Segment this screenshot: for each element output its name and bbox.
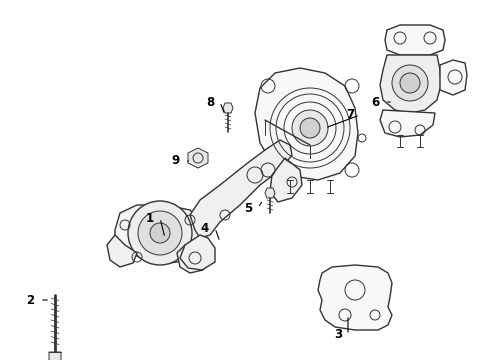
Text: 9: 9 bbox=[170, 153, 179, 166]
Text: 5: 5 bbox=[244, 202, 252, 215]
Polygon shape bbox=[254, 68, 357, 180]
Text: 1: 1 bbox=[145, 211, 154, 225]
Polygon shape bbox=[115, 205, 203, 263]
Polygon shape bbox=[379, 55, 440, 113]
Polygon shape bbox=[317, 265, 391, 330]
Circle shape bbox=[391, 65, 427, 101]
Circle shape bbox=[299, 118, 319, 138]
Polygon shape bbox=[180, 235, 215, 270]
Text: 7: 7 bbox=[345, 108, 353, 122]
Polygon shape bbox=[269, 158, 302, 202]
Circle shape bbox=[138, 211, 182, 255]
Polygon shape bbox=[107, 235, 137, 267]
Polygon shape bbox=[264, 188, 274, 198]
Circle shape bbox=[291, 110, 327, 146]
Text: 3: 3 bbox=[333, 328, 342, 342]
Polygon shape bbox=[177, 240, 209, 273]
Circle shape bbox=[399, 73, 419, 93]
Polygon shape bbox=[223, 103, 232, 113]
Circle shape bbox=[128, 201, 192, 265]
Polygon shape bbox=[190, 140, 291, 238]
Polygon shape bbox=[187, 148, 207, 168]
Text: 4: 4 bbox=[201, 221, 209, 234]
Polygon shape bbox=[379, 110, 434, 137]
Text: 2: 2 bbox=[26, 293, 34, 306]
Text: 6: 6 bbox=[370, 95, 378, 108]
Polygon shape bbox=[49, 352, 61, 360]
Text: 8: 8 bbox=[205, 95, 214, 108]
Circle shape bbox=[150, 223, 170, 243]
Polygon shape bbox=[439, 60, 466, 95]
Polygon shape bbox=[384, 25, 444, 55]
